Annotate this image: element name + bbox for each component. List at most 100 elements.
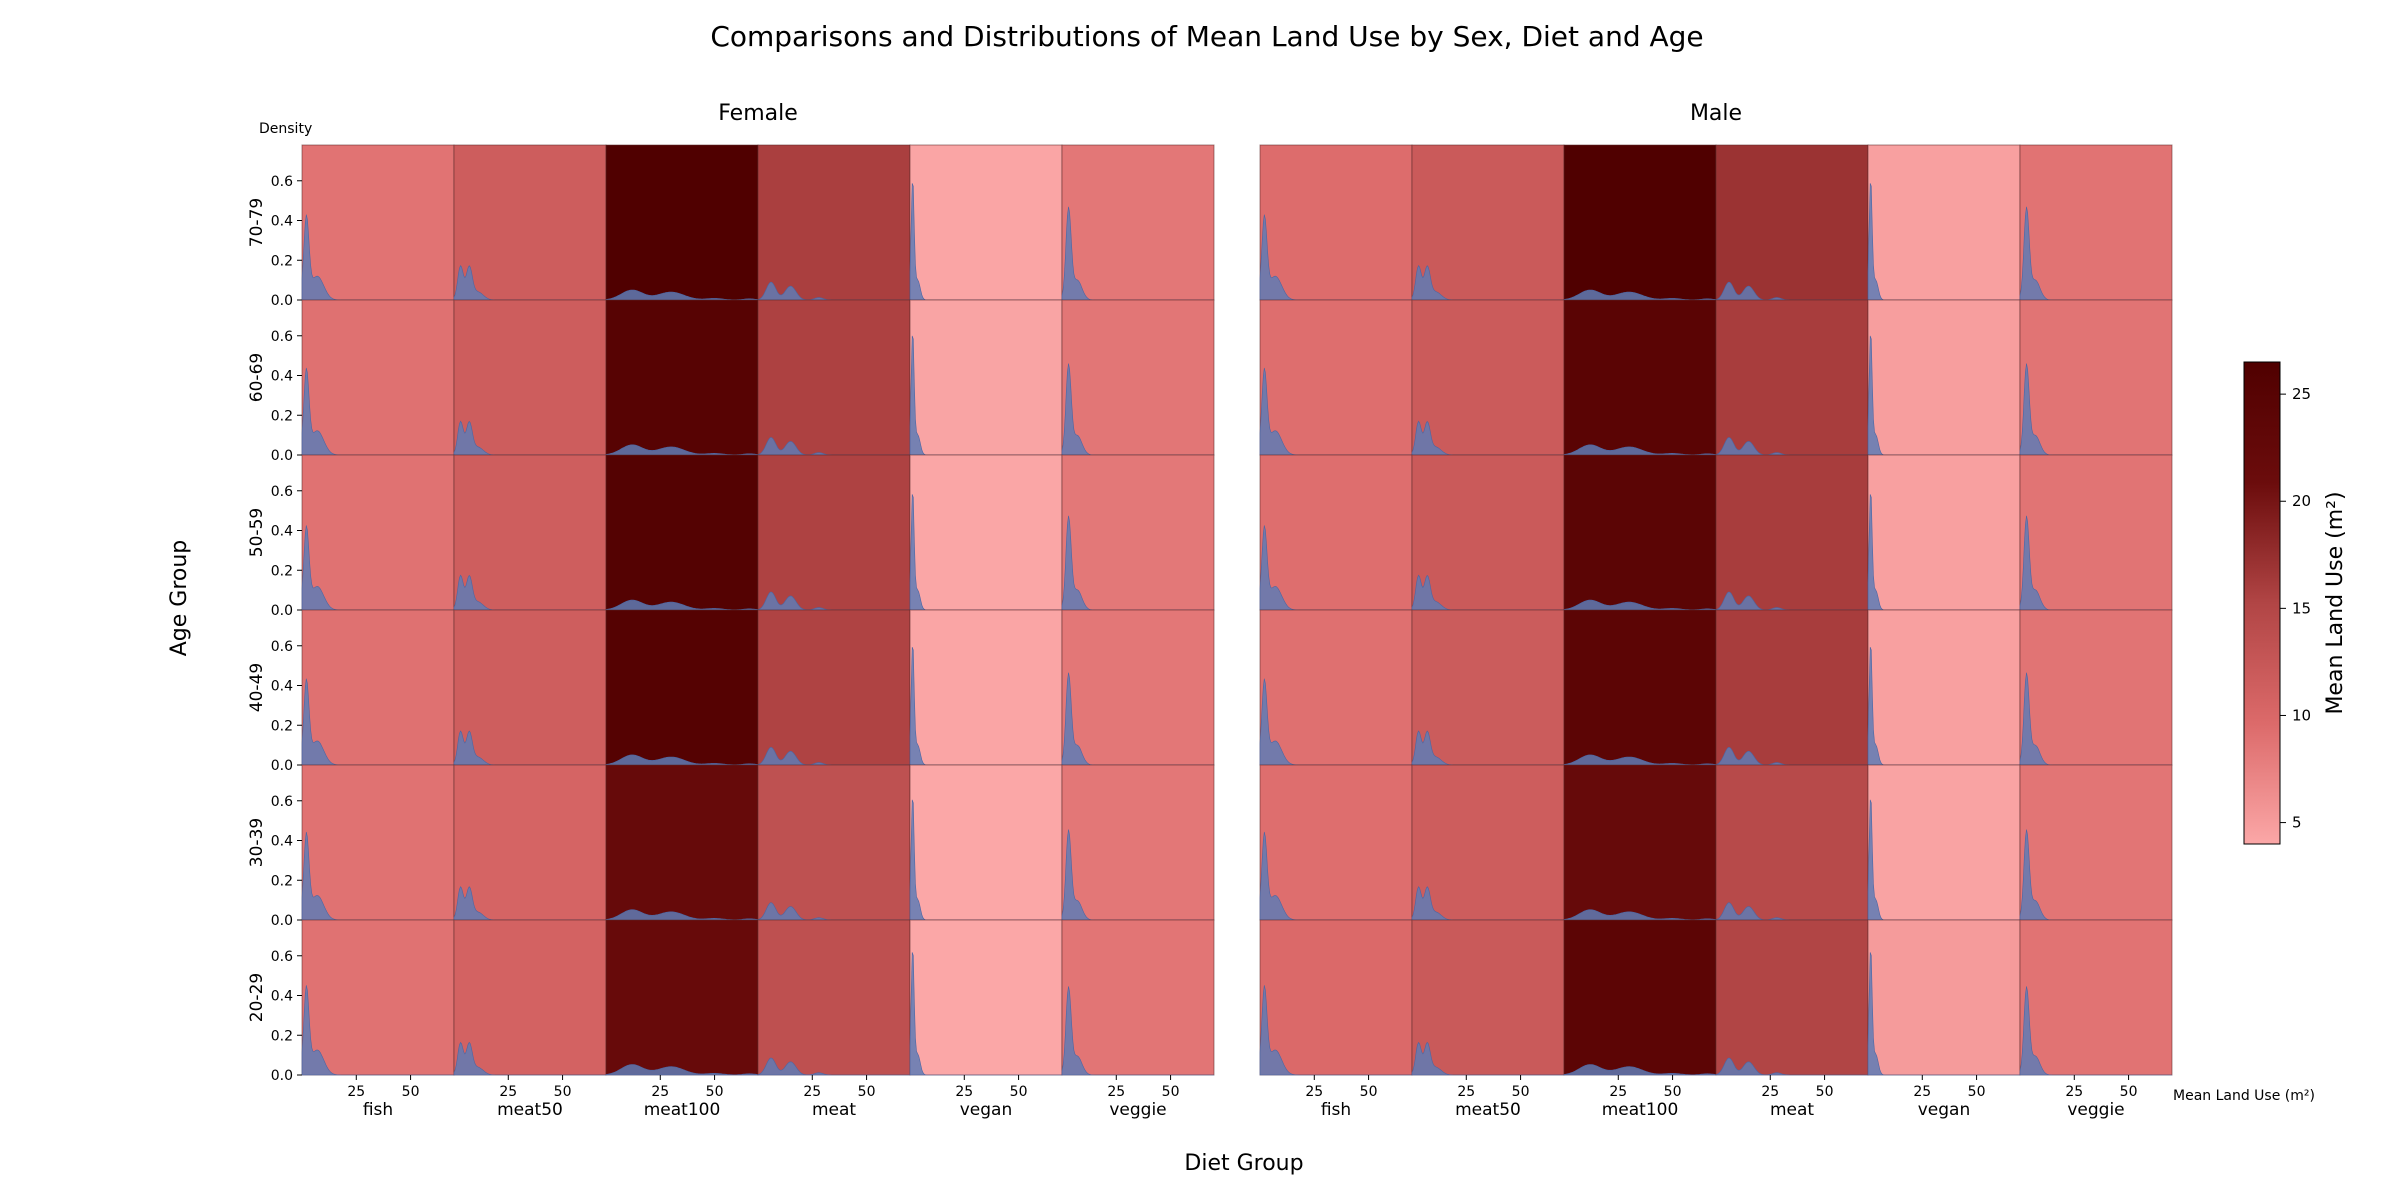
heatmap-cell: [1563, 299, 1717, 456]
heatmap-cell: [453, 144, 607, 301]
heatmap-cell: [2019, 609, 2173, 766]
heatmap-cell: [757, 764, 911, 921]
heatmap-cell-rect: [1563, 764, 1717, 921]
age-group-label: 40-49: [247, 663, 267, 712]
age-group-label: 70-79: [247, 198, 267, 247]
heatmap-cell-rect: [605, 144, 759, 301]
heatmap-cell: [301, 454, 455, 611]
colorbar-tick-label: 10: [2292, 706, 2311, 724]
heatmap-cell-rect: [453, 764, 607, 921]
heatmap-cell: [1563, 609, 1717, 766]
heatmap-cell-rect: [1061, 609, 1215, 766]
diet-group-label: vegan: [960, 1100, 1013, 1120]
heatmap-cell-rect: [1563, 454, 1717, 611]
density-tick-label: 0.6: [271, 484, 293, 500]
x-tick-label: 50: [1968, 1084, 1986, 1100]
heatmap-cell-rect: [1563, 609, 1717, 766]
heatmap-cell: [453, 609, 607, 766]
heatmap-cell-rect: [909, 299, 1063, 456]
heatmap-cell-rect: [605, 454, 759, 611]
heatmap-cell: [1411, 144, 1565, 301]
density-tick-label: 0.6: [271, 174, 293, 190]
heatmap-cell-rect: [909, 454, 1063, 611]
heatmap-cell-rect: [2019, 609, 2173, 766]
heatmap-cell-rect: [909, 609, 1063, 766]
heatmap-cell: [605, 919, 759, 1076]
heatmap-cell-rect: [1259, 919, 1413, 1076]
heatmap-cell-rect: [1259, 144, 1413, 301]
density-tick-label: 0.0: [271, 293, 293, 309]
age-group-label: 50-59: [247, 508, 267, 557]
density-tick-label: 0.4: [271, 679, 293, 695]
heatmap-cell: [2019, 299, 2173, 456]
panels-layer: Female70-790.00.20.40.660-690.00.20.40.6…: [247, 101, 2173, 1120]
x-axis-label: Diet Group: [1184, 1151, 1303, 1176]
x-tick-label: 50: [706, 1084, 724, 1100]
x-tick-label: 50: [1664, 1084, 1682, 1100]
heatmap-cell-rect: [605, 919, 759, 1076]
heatmap-cell-rect: [1259, 609, 1413, 766]
x-tick-label: 25: [347, 1084, 365, 1100]
density-tick-label: 0.6: [271, 794, 293, 810]
heatmap-cell-rect: [909, 144, 1063, 301]
heatmap-cell-rect: [1715, 919, 1869, 1076]
heatmap-cell-rect: [605, 764, 759, 921]
colorbar-label: Mean Land Use (m²): [2323, 491, 2348, 714]
x-tick-label: 25: [803, 1084, 821, 1100]
heatmap-cell-rect: [757, 609, 911, 766]
heatmap-cell-rect: [1061, 454, 1215, 611]
density-tick-label: 0.2: [271, 408, 293, 424]
diet-group-label: fish: [1321, 1100, 1351, 1120]
heatmap-cell: [1563, 919, 1717, 1076]
density-tick-label: 0.0: [271, 913, 293, 929]
heatmap-cell: [1563, 764, 1717, 921]
x-tick-label: 50: [1360, 1084, 1378, 1100]
heatmap-cell-rect: [757, 919, 911, 1076]
colorbar-tick-label: 15: [2292, 599, 2311, 617]
heatmap-cell-rect: [1563, 919, 1717, 1076]
heatmap-cell-rect: [1867, 144, 2021, 301]
heatmap-cell-rect: [1867, 609, 2021, 766]
heatmap-cell-rect: [1867, 919, 2021, 1076]
heatmap-cell: [909, 454, 1063, 611]
heatmap-cell-rect: [909, 919, 1063, 1076]
heatmap-cell: [1867, 919, 2021, 1076]
heatmap-cell: [1061, 919, 1215, 1076]
heatmap-cell: [757, 454, 911, 611]
heatmap-cell-rect: [1061, 144, 1215, 301]
density-tick-label: 0.2: [271, 718, 293, 734]
density-tick-label: 0.6: [271, 639, 293, 655]
heatmap-cell: [909, 764, 1063, 921]
heatmap-cell: [1715, 609, 1869, 766]
colorbar-tick-label: 25: [2292, 385, 2311, 403]
x-tick-label: 50: [2120, 1084, 2138, 1100]
heatmap-cell: [1411, 454, 1565, 611]
heatmap-cell-rect: [453, 299, 607, 456]
heatmap-cell-rect: [1715, 454, 1869, 611]
density-area: [2019, 986, 2172, 1076]
x-tick-label: 50: [858, 1084, 876, 1100]
heatmap-cell-rect: [1061, 919, 1215, 1076]
heatmap-cell-rect: [1411, 454, 1565, 611]
heatmap-cell: [1867, 144, 2021, 301]
heatmap-cell-rect: [1259, 764, 1413, 921]
heatmap-cell: [757, 919, 911, 1076]
heatmap-cell: [1867, 609, 2021, 766]
heatmap-cell-rect: [1867, 764, 2021, 921]
heatmap-cell: [757, 609, 911, 766]
x-tick-label: 50: [554, 1084, 572, 1100]
heatmap-cell-rect: [301, 609, 455, 766]
heatmap-cell: [453, 299, 607, 456]
heatmap-cell: [2019, 144, 2173, 301]
heatmap-cell: [2019, 764, 2173, 921]
heatmap-cell: [1715, 764, 1869, 921]
heatmap-cell: [605, 609, 759, 766]
density-area: [909, 952, 1062, 1076]
heatmap-cell-rect: [1061, 764, 1215, 921]
density-tick-label: 0.6: [271, 949, 293, 965]
density-area: [1259, 985, 1412, 1076]
heatmap-cell-rect: [1715, 764, 1869, 921]
density-area: [1061, 986, 1214, 1076]
diet-group-label: meat50: [1455, 1100, 1521, 1120]
